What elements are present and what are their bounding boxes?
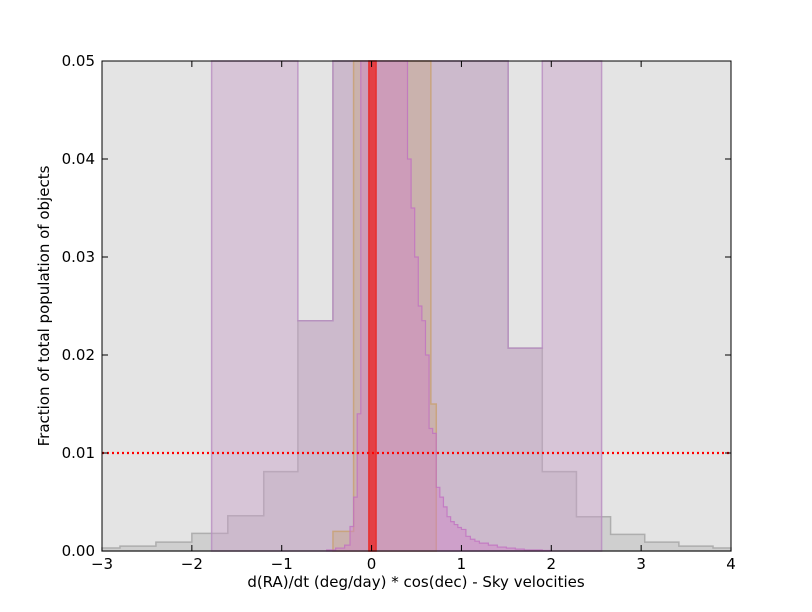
y-tick-label: 0.05 [62, 52, 95, 70]
x-tick-label: 3 [636, 555, 646, 573]
plot-area [101, 60, 732, 552]
x-axis-label: d(RA)/dt (deg/day) * cos(dec) - Sky velo… [247, 573, 585, 591]
x-axis: −3 −2 −1 0 1 2 3 4 [91, 61, 736, 573]
y-tick-label: 0.02 [62, 346, 95, 364]
y-tick-label: 0.03 [62, 248, 95, 266]
x-tick-label: 2 [547, 555, 557, 573]
x-tick-label: 4 [726, 555, 736, 573]
x-tick-label: 0 [367, 555, 377, 573]
series-tan-area [332, 61, 437, 551]
series-red-area [368, 61, 377, 551]
y-tick-label: 0.04 [62, 150, 95, 168]
x-tick-label: −2 [181, 555, 203, 573]
x-tick-label: −3 [91, 555, 113, 573]
x-tick-label: 1 [457, 555, 467, 573]
y-tick-label: 0.01 [62, 444, 95, 462]
y-tick-label: 0.00 [62, 542, 95, 560]
x-tick-label: −1 [271, 555, 293, 573]
series-purple-area [211, 61, 602, 551]
series-gray-area [102, 61, 731, 551]
series-red [368, 60, 377, 552]
y-axis: 0.00 0.01 0.02 0.03 0.04 0.05 [62, 52, 731, 560]
y-axis-label: Fraction of total population of objects [35, 165, 53, 446]
series-magenta-area [326, 61, 552, 551]
plot-frame [101, 60, 732, 552]
